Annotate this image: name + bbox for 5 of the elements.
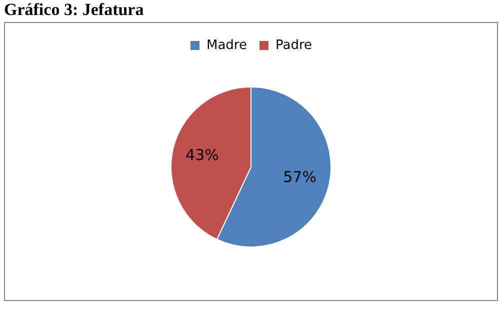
- legend-label: Madre: [206, 38, 247, 53]
- data-label: 43%: [186, 146, 219, 164]
- data-label: 57%: [283, 168, 316, 186]
- legend-label: Padre: [275, 38, 312, 53]
- chart-title: Gráfico 3: Jefatura: [4, 0, 144, 20]
